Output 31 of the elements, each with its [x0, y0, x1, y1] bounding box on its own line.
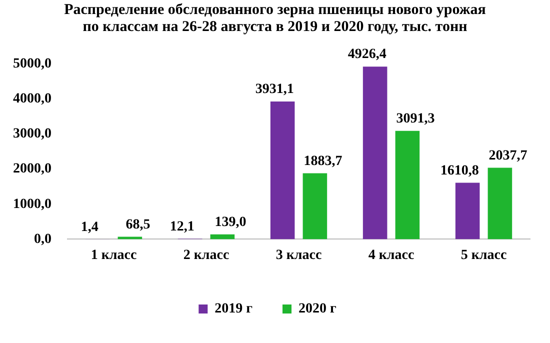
y-tick-label: 1000,0 — [13, 196, 52, 212]
data-label: 12,1 — [170, 219, 194, 234]
x-tick-label: 4 класс — [368, 248, 414, 264]
data-label: 1,4 — [80, 220, 98, 235]
legend-label: 2020 г — [298, 302, 336, 317]
bar — [488, 168, 512, 240]
x-tick-label: 2 класс — [183, 248, 230, 264]
legend-label: 2019 г — [214, 302, 252, 317]
data-label: 1610,8 — [440, 163, 479, 178]
bar — [455, 182, 480, 240]
data-label: 3931,1 — [255, 82, 294, 98]
y-tick-label: 0,0 — [34, 232, 52, 247]
x-tick-label: 5 класс — [460, 248, 507, 264]
bar — [302, 173, 328, 240]
bar — [270, 101, 295, 240]
y-tick-label: 3000,0 — [13, 126, 52, 142]
data-label: 3091,3 — [396, 111, 435, 126]
bar — [210, 234, 235, 240]
data-label: 1883,7 — [304, 154, 342, 169]
y-tick-label: 5000,0 — [13, 56, 52, 72]
x-tick-label: 3 класс — [276, 248, 322, 264]
y-tick-label: 2000,0 — [13, 162, 52, 177]
x-tick-label: 1 класс — [90, 248, 137, 264]
data-label: 68,5 — [126, 217, 150, 232]
chart-title: Распределение обследованного зерна пшеницы нового урожая по классам на 26-28 августа в 2019 и 2020 году, тыс. тонн — [63, 2, 487, 36]
bar — [395, 130, 420, 240]
data-label: 4926,4 — [348, 47, 386, 62]
y-tick-label: 4000,0 — [13, 92, 52, 107]
bar — [362, 66, 388, 240]
data-label: 2037,7 — [488, 148, 528, 164]
data-label: 139,0 — [214, 214, 246, 230]
